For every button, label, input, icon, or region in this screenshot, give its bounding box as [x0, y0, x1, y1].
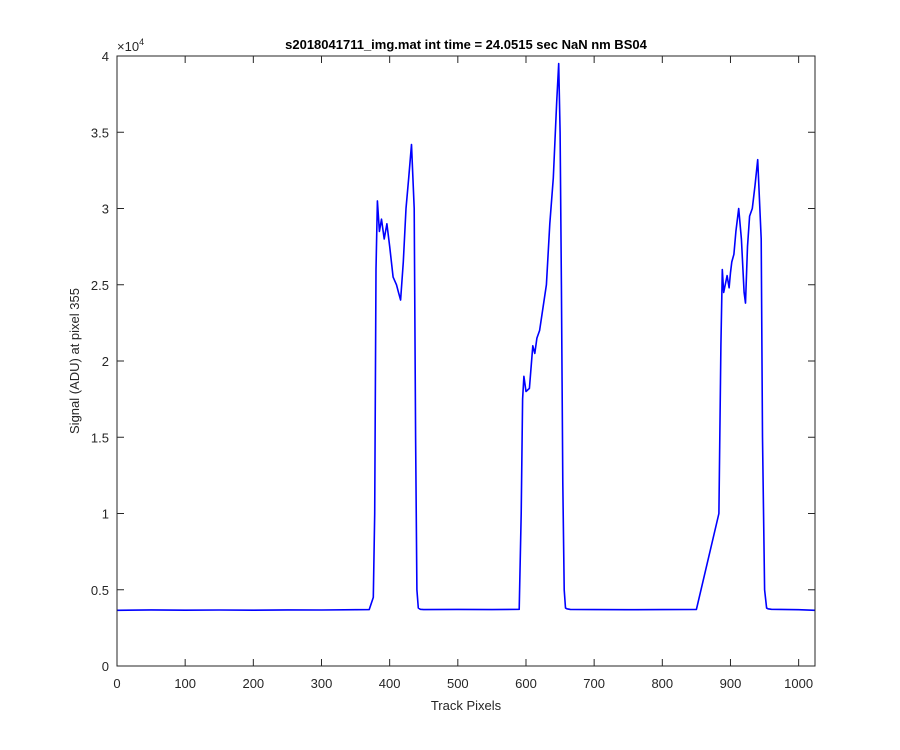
x-tick-label: 1000 — [784, 676, 813, 691]
chart-title: s2018041711_img.mat int time = 24.0515 s… — [285, 37, 647, 52]
x-tick-label: 800 — [651, 676, 673, 691]
x-tick-label: 400 — [379, 676, 401, 691]
x-tick-label: 200 — [242, 676, 264, 691]
x-tick-label: 300 — [311, 676, 333, 691]
y-axis-exponent-label: ×104 — [117, 37, 144, 54]
y-tick-label: 2 — [102, 354, 109, 369]
x-tick-label: 900 — [720, 676, 742, 691]
series-layer — [116, 62, 816, 612]
x-tick-label: 700 — [583, 676, 605, 691]
y-axis-title: Signal (ADU) at pixel 355 — [67, 288, 82, 434]
y-tick-label: 3 — [102, 202, 109, 217]
axes-frame — [116, 55, 816, 667]
x-tick-label: 600 — [515, 676, 537, 691]
y-tick-label: 0.5 — [91, 583, 109, 598]
x-tick-label: 500 — [447, 676, 469, 691]
y-tick-label: 0 — [102, 659, 109, 674]
x-axis-title: Track Pixels — [431, 698, 502, 713]
y-tick-label: 4 — [102, 49, 109, 64]
signal-series-line — [116, 62, 816, 612]
x-axis-ticks: 0 100 200 300 400 500 600 700 800 900 1000 — [113, 56, 813, 691]
y-tick-label: 2.5 — [91, 278, 109, 293]
x-tick-label: 0 — [113, 676, 120, 691]
x-tick-label: 100 — [174, 676, 196, 691]
y-tick-label: 3.5 — [91, 125, 109, 140]
y-tick-label: 1 — [102, 507, 109, 522]
y-tick-label: 1.5 — [91, 430, 109, 445]
plot-area — [117, 56, 815, 666]
y-axis-ticks: 0 0.5 1 1.5 2 2.5 3 3.5 4 — [91, 49, 815, 674]
